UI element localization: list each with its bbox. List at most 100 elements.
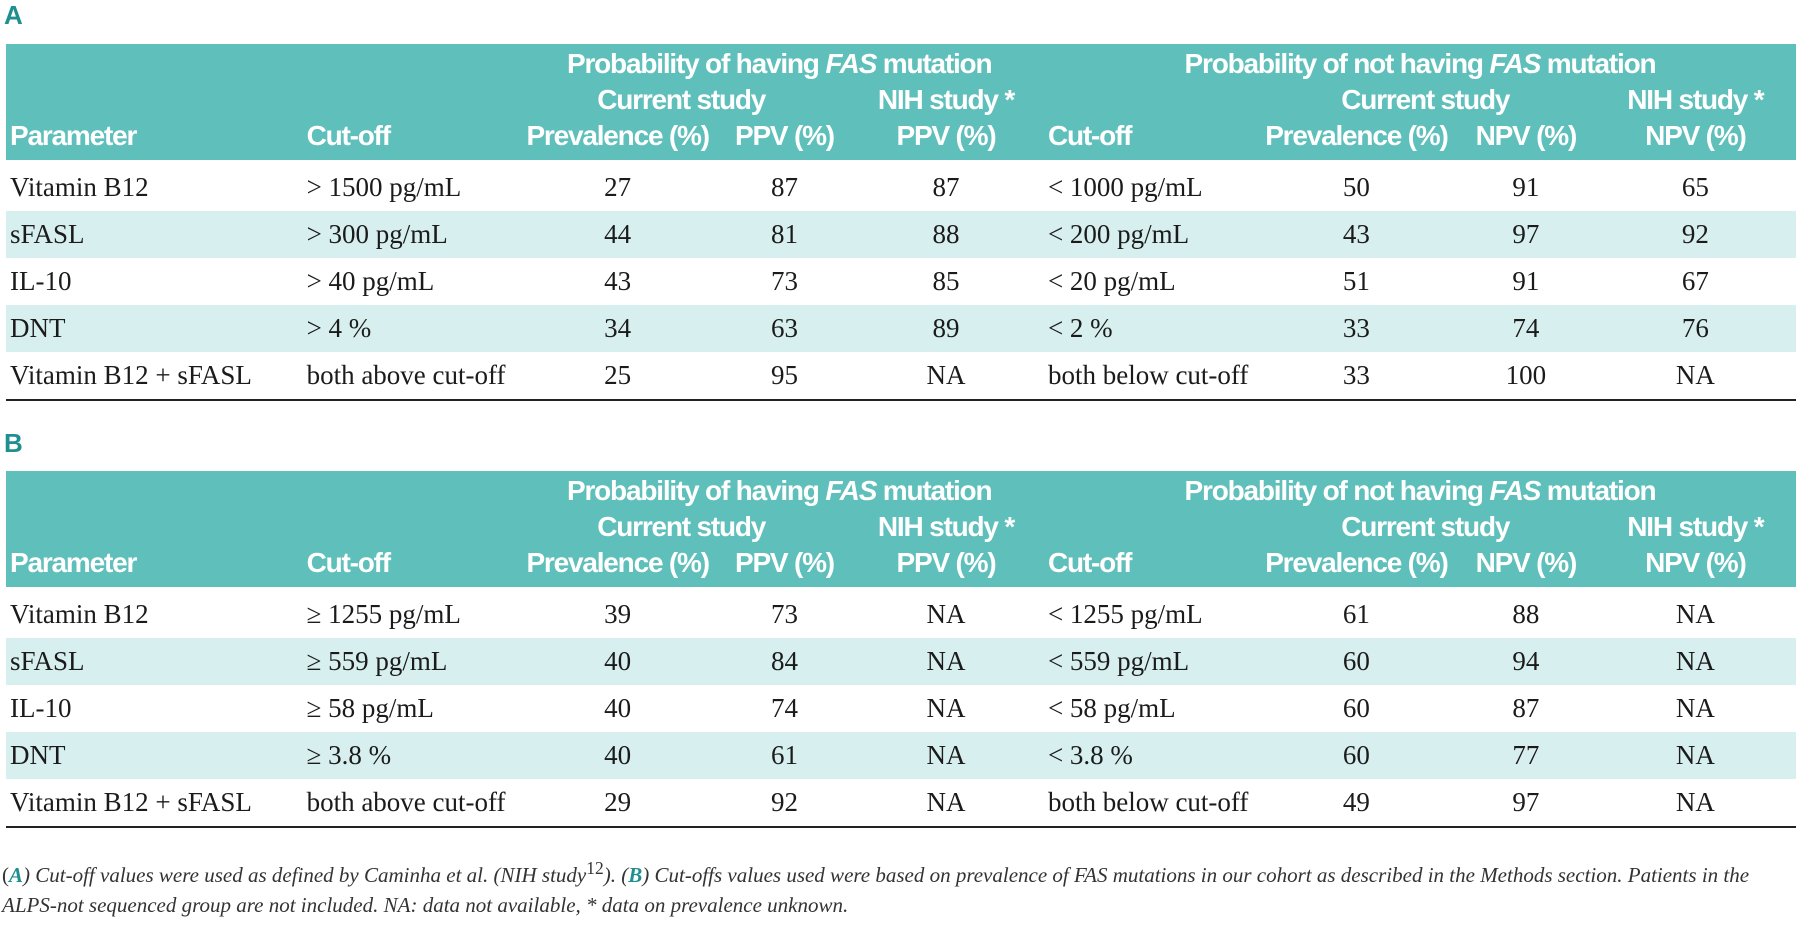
nih-study-header: NIH study * [848, 82, 1044, 118]
cell: 67 [1681, 266, 1709, 296]
current-study-header: Current study [514, 82, 849, 118]
cell: NA [926, 693, 966, 723]
table-row: sFASL > 300 pg/mL 44 81 88 < 200 pg/mL 4… [6, 211, 1796, 258]
cell: DNT [6, 732, 303, 779]
cell: NA [848, 779, 1044, 828]
cell: IL-10 [10, 693, 72, 723]
footnote-ref-b: B [628, 863, 643, 887]
col-prevalence: Prevalence (%) [514, 118, 721, 160]
col-cutoff: Cut-off [1043, 118, 1256, 160]
cell: 73 [770, 599, 798, 629]
col-prevalence: Prevalence (%) [514, 545, 721, 587]
col-cutoff: Cut-off [302, 545, 515, 587]
col-ppv: PPV (%) [720, 118, 849, 160]
cell: DNT [6, 305, 303, 352]
cell: < 20 pg/mL [1047, 266, 1176, 296]
cell: 74 [1457, 305, 1595, 352]
col-nih-ppv: PPV (%) [848, 545, 1044, 587]
cell: 89 [848, 305, 1044, 352]
cell: 87 [770, 172, 798, 202]
having-mutation-header: Probability of having FAS mutation [514, 471, 1044, 509]
section-a-label: A [4, 0, 23, 30]
table-b: Probability of having FAS mutation Proba… [6, 471, 1796, 828]
col-prevalence: Prevalence (%) [1255, 545, 1458, 587]
cell: ≥ 559 pg/mL [302, 638, 515, 685]
cell: > 4 % [302, 305, 515, 352]
cell: NA [926, 599, 966, 629]
cell: < 200 pg/mL [1043, 211, 1256, 258]
cell: 51 [1342, 266, 1370, 296]
cell: 43 [1255, 211, 1458, 258]
col-nih-ppv: PPV (%) [848, 118, 1044, 160]
cell: 84 [720, 638, 849, 685]
cell: both below cut-off [1043, 352, 1256, 401]
col-nih-npv: NPV (%) [1594, 118, 1796, 160]
col-parameter: Parameter [6, 545, 303, 587]
cell: both above cut-off [302, 352, 515, 401]
cell: NA [1594, 779, 1796, 828]
cell: > 300 pg/mL [302, 211, 515, 258]
cell: 88 [848, 211, 1044, 258]
col-nih-npv: NPV (%) [1594, 545, 1796, 587]
cell: 60 [1255, 732, 1458, 779]
cell: 60 [1342, 693, 1370, 723]
table-row: Vitamin B12 ≥ 1255 pg/mL 39 73 NA < 1255… [6, 587, 1796, 638]
cell: 29 [514, 779, 721, 828]
cell: 40 [604, 693, 632, 723]
cell: 43 [604, 266, 632, 296]
cell: < 1255 pg/mL [1047, 599, 1203, 629]
footnote-ref-a: A [9, 863, 24, 887]
cell: both below cut-off [1043, 779, 1256, 828]
cell: sFASL [6, 211, 303, 258]
col-cutoff: Cut-off [1043, 545, 1256, 587]
cell: IL-10 [10, 266, 72, 296]
cell: 40 [514, 638, 721, 685]
cell: < 58 pg/mL [1047, 693, 1176, 723]
cell: NA [1675, 693, 1715, 723]
cell: 63 [720, 305, 849, 352]
cell: 87 [932, 172, 960, 202]
cell: 94 [1457, 638, 1595, 685]
cell: 92 [720, 779, 849, 828]
col-npv: NPV (%) [1457, 545, 1595, 587]
cell: > 1500 pg/mL [306, 172, 462, 202]
cell: > 40 pg/mL [306, 266, 435, 296]
col-prevalence: Prevalence (%) [1255, 118, 1458, 160]
citation-ref: 12 [586, 858, 604, 878]
cell: both above cut-off [302, 779, 515, 828]
cell: NA [1594, 638, 1796, 685]
cell: 91 [1512, 266, 1540, 296]
table-footnote: (A) Cut-off values were used as defined … [2, 858, 1750, 917]
nih-study-header: NIH study * [1594, 509, 1796, 545]
current-study-header: Current study [514, 509, 849, 545]
cell: Vitamin B12 + sFASL [6, 352, 303, 401]
nih-study-header: NIH study * [1594, 82, 1796, 118]
cell: NA [1594, 352, 1796, 401]
cell: 60 [1255, 638, 1458, 685]
table-row: IL-10 > 40 pg/mL 43 73 85 < 20 pg/mL 51 … [6, 258, 1796, 305]
cell: 87 [1512, 693, 1540, 723]
not-having-mutation-header: Probability of not having FAS mutation [1043, 44, 1796, 82]
cell: 65 [1681, 172, 1709, 202]
cell: 100 [1457, 352, 1595, 401]
cell: 33 [1255, 305, 1458, 352]
cell: 88 [1512, 599, 1540, 629]
cell: ≥ 3.8 % [302, 732, 515, 779]
section-b-label: B [4, 428, 23, 458]
cell: NA [1594, 732, 1796, 779]
table-row: IL-10 ≥ 58 pg/mL 40 74 NA < 58 pg/mL 60 … [6, 685, 1796, 732]
cell: 49 [1255, 779, 1458, 828]
table-row: Vitamin B12 > 1500 pg/mL 27 87 87 < 1000… [6, 160, 1796, 211]
cell: < 559 pg/mL [1043, 638, 1256, 685]
table-a: Probability of having FAS mutation Proba… [6, 44, 1796, 401]
not-having-mutation-header: Probability of not having FAS mutation [1043, 471, 1796, 509]
cell: NA [848, 732, 1044, 779]
having-mutation-header: Probability of having FAS mutation [514, 44, 1044, 82]
cell: 39 [604, 599, 632, 629]
cell: 97 [1457, 779, 1595, 828]
cell: sFASL [6, 638, 303, 685]
table-row: DNT > 4 % 34 63 89 < 2 % 33 74 76 [6, 305, 1796, 352]
cell: NA [848, 352, 1044, 401]
cell: NA [848, 638, 1044, 685]
cell: 61 [720, 732, 849, 779]
